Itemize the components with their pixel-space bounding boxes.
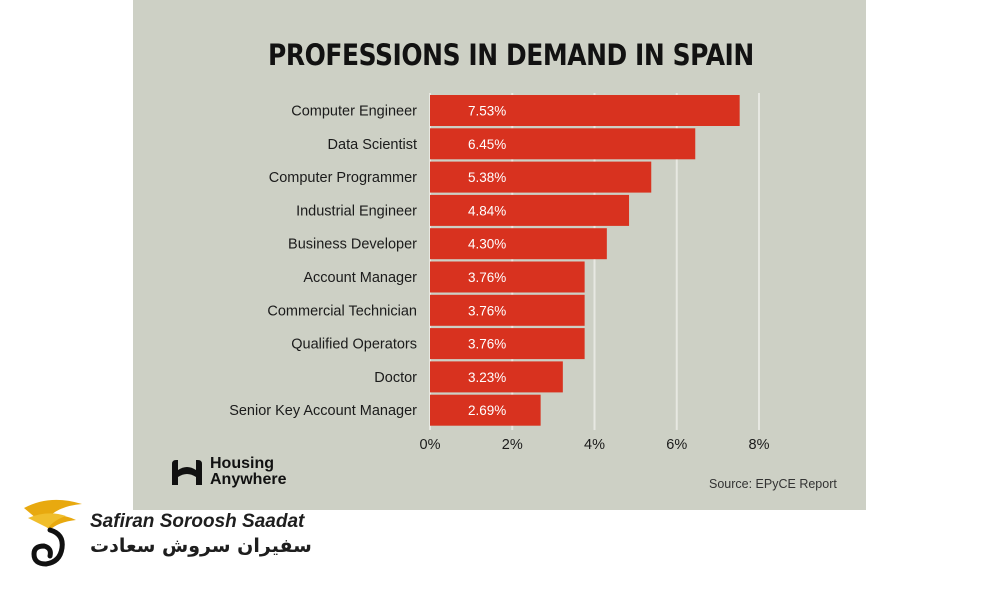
x-tick-label-1: 2% <box>502 437 523 453</box>
category-label-3: Industrial Engineer <box>296 203 417 219</box>
category-label-1: Data Scientist <box>328 137 417 153</box>
housing-anywhere-logo: Housing Anywhere <box>170 456 286 488</box>
watermark-name-fa: سفیران سروش سعادت <box>90 535 312 557</box>
category-label-9: Senior Key Account Manager <box>229 403 417 419</box>
x-tick-label-2: 4% <box>584 437 605 453</box>
value-label-3: 4.84% <box>468 203 506 218</box>
bar-6 <box>430 294 585 326</box>
watermark-name-en: Safiran Soroosh Saadat <box>90 511 305 532</box>
x-tick-label-0: 0% <box>420 437 441 453</box>
bar-3 <box>430 194 630 226</box>
bar-4 <box>430 228 607 260</box>
category-label-7: Qualified Operators <box>291 337 417 353</box>
bar-1 <box>430 128 696 160</box>
chart-source: Source: EPyCE Report <box>709 477 837 491</box>
value-label-6: 3.76% <box>468 303 506 318</box>
category-label-0: Computer Engineer <box>291 104 417 120</box>
watermark: Safiran Soroosh Saadat سفیران سروش سعادت <box>20 494 312 574</box>
value-label-8: 3.23% <box>468 370 506 385</box>
logo-line-1: Housing <box>210 455 274 472</box>
value-label-9: 2.69% <box>468 403 506 418</box>
bar-9 <box>430 394 541 426</box>
category-label-2: Computer Programmer <box>269 170 417 186</box>
value-label-5: 3.76% <box>468 270 506 285</box>
bird-logo-icon <box>24 499 82 567</box>
value-label-2: 5.38% <box>468 170 506 185</box>
chart-title: PROFESSIONS IN DEMAND IN SPAIN <box>268 38 754 72</box>
housing-anywhere-icon <box>172 460 202 485</box>
bar-5 <box>430 261 585 293</box>
x-tick-label-4: 8% <box>749 437 770 453</box>
value-label-7: 3.76% <box>468 337 506 352</box>
bar-0 <box>430 95 740 126</box>
value-label-1: 6.45% <box>468 137 506 152</box>
category-label-4: Business Developer <box>288 237 417 253</box>
value-label-4: 4.30% <box>468 237 506 252</box>
category-label-6: Commercial Technician <box>267 303 417 319</box>
bar-7 <box>430 328 585 360</box>
category-label-8: Doctor <box>374 370 417 386</box>
x-tick-label-3: 6% <box>666 437 687 453</box>
value-label-0: 7.53% <box>468 104 506 119</box>
logo-line-2: Anywhere <box>210 471 287 488</box>
bar-8 <box>430 361 563 393</box>
bar-2 <box>430 161 652 193</box>
category-label-5: Account Manager <box>303 270 417 286</box>
